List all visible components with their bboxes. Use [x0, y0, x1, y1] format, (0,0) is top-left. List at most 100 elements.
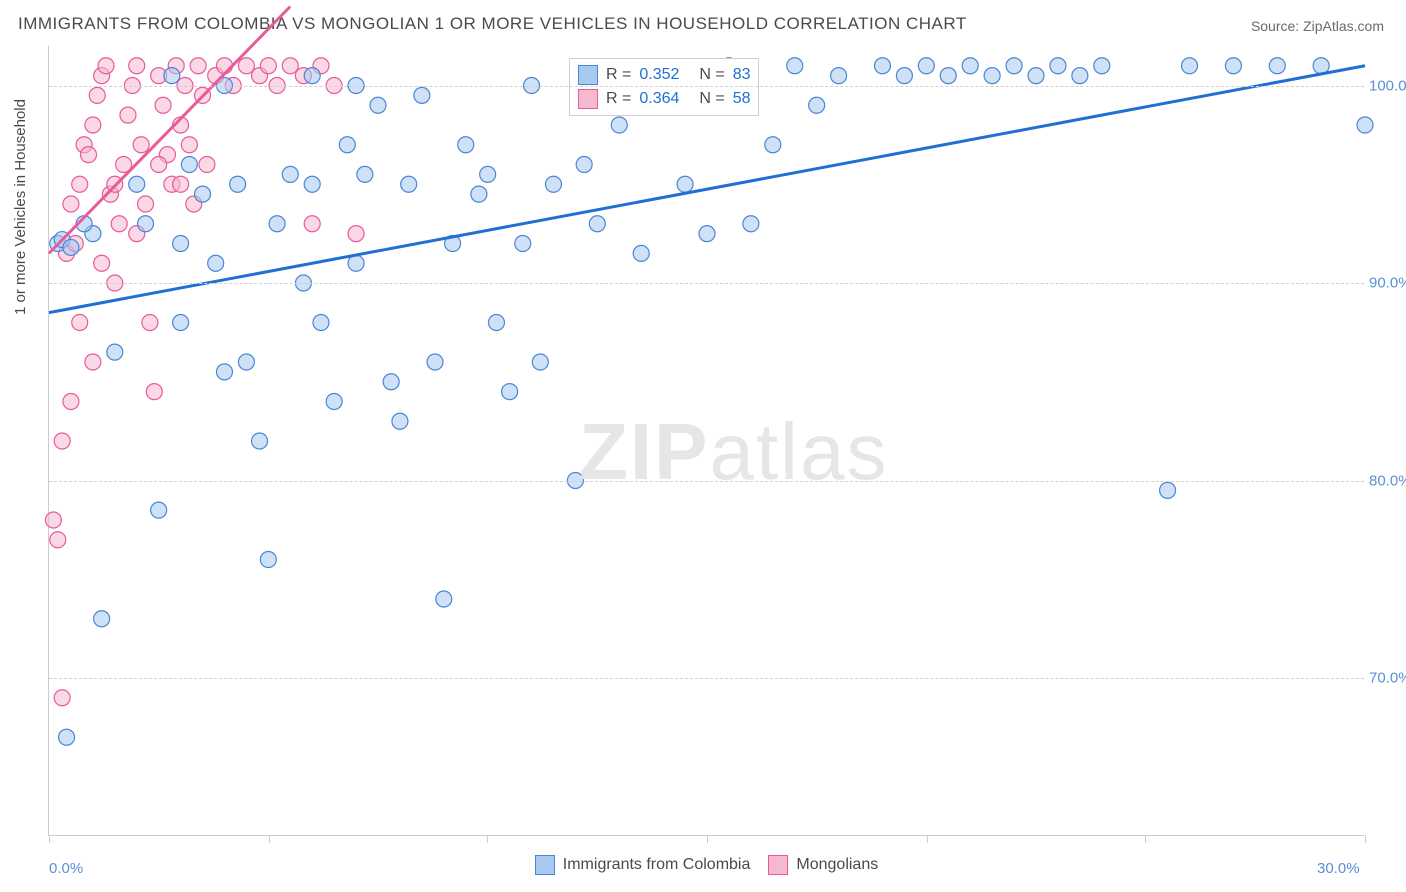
data-point — [699, 226, 715, 242]
data-point — [238, 354, 254, 370]
data-point — [787, 58, 803, 74]
data-point — [190, 58, 206, 74]
data-point — [1269, 58, 1285, 74]
data-point — [89, 87, 105, 103]
data-point — [94, 255, 110, 271]
data-point — [304, 68, 320, 84]
data-point — [488, 315, 504, 331]
r-value: 0.352 — [639, 66, 691, 84]
correlation-legend: R = 0.352 N = 83 R = 0.364 N = 58 — [569, 58, 759, 116]
data-point — [392, 413, 408, 429]
data-point — [129, 58, 145, 74]
r-label: R = — [606, 90, 631, 108]
data-point — [1225, 58, 1241, 74]
data-point — [414, 87, 430, 103]
data-point — [1313, 58, 1329, 74]
x-tick — [1145, 835, 1146, 843]
data-point — [383, 374, 399, 390]
gridline — [49, 481, 1364, 482]
y-tick-label: 80.0% — [1369, 472, 1406, 489]
data-point — [208, 255, 224, 271]
y-tick-label: 90.0% — [1369, 275, 1406, 292]
legend-row-mongolians: R = 0.364 N = 58 — [578, 87, 750, 111]
data-point — [63, 394, 79, 410]
data-point — [138, 196, 154, 212]
data-point — [85, 354, 101, 370]
data-point — [532, 354, 548, 370]
legend-label: Mongolians — [796, 856, 878, 874]
data-point — [339, 137, 355, 153]
data-point — [45, 512, 61, 528]
data-point — [72, 176, 88, 192]
data-point — [576, 157, 592, 173]
data-point — [269, 216, 285, 232]
x-tick — [707, 835, 708, 843]
scatter-plot-svg — [49, 46, 1365, 836]
data-point — [545, 176, 561, 192]
source-label: Source: ZipAtlas.com — [1251, 18, 1384, 34]
data-point — [173, 236, 189, 252]
data-point — [142, 315, 158, 331]
data-point — [502, 384, 518, 400]
data-point — [146, 384, 162, 400]
data-point — [54, 690, 70, 706]
data-point — [480, 166, 496, 182]
data-point — [304, 216, 320, 232]
series-legend: Immigrants from Colombia Mongolians — [49, 855, 1364, 875]
data-point — [173, 315, 189, 331]
data-point — [1357, 117, 1373, 133]
data-point — [765, 137, 781, 153]
data-point — [896, 68, 912, 84]
data-point — [216, 58, 232, 74]
data-point — [1094, 58, 1110, 74]
legend-row-colombia: R = 0.352 N = 83 — [578, 63, 750, 87]
data-point — [633, 245, 649, 261]
data-point — [809, 97, 825, 113]
swatch-colombia — [535, 855, 555, 875]
data-point — [155, 97, 171, 113]
data-point — [133, 137, 149, 153]
data-point — [59, 729, 75, 745]
data-point — [940, 68, 956, 84]
data-point — [401, 176, 417, 192]
gridline — [49, 678, 1364, 679]
legend-item-mongolians: Mongolians — [768, 855, 878, 875]
data-point — [164, 68, 180, 84]
data-point — [458, 137, 474, 153]
data-point — [282, 166, 298, 182]
data-point — [195, 186, 211, 202]
swatch-mongolians — [578, 89, 598, 109]
data-point — [72, 315, 88, 331]
data-point — [357, 166, 373, 182]
data-point — [50, 532, 66, 548]
x-tick — [927, 835, 928, 843]
data-point — [138, 216, 154, 232]
x-tick-label: 0.0% — [49, 860, 83, 877]
swatch-mongolians — [768, 855, 788, 875]
data-point — [54, 433, 70, 449]
data-point — [107, 344, 123, 360]
data-point — [677, 176, 693, 192]
y-tick-label: 100.0% — [1369, 77, 1406, 94]
data-point — [962, 58, 978, 74]
data-point — [1050, 58, 1066, 74]
r-label: R = — [606, 66, 631, 84]
n-label: N = — [699, 90, 724, 108]
data-point — [1006, 58, 1022, 74]
n-value: 83 — [733, 66, 751, 84]
data-point — [984, 68, 1000, 84]
data-point — [326, 394, 342, 410]
trend-line — [49, 7, 290, 254]
data-point — [199, 157, 215, 173]
data-point — [611, 117, 627, 133]
data-point — [1072, 68, 1088, 84]
data-point — [230, 176, 246, 192]
legend-item-colombia: Immigrants from Colombia — [535, 855, 751, 875]
data-point — [471, 186, 487, 202]
x-tick-label: 30.0% — [1317, 860, 1360, 877]
plot-area: ZIPatlas R = 0.352 N = 83 R = 0.364 N = … — [48, 46, 1364, 836]
x-tick — [487, 835, 488, 843]
data-point — [589, 216, 605, 232]
data-point — [743, 216, 759, 232]
data-point — [252, 433, 268, 449]
